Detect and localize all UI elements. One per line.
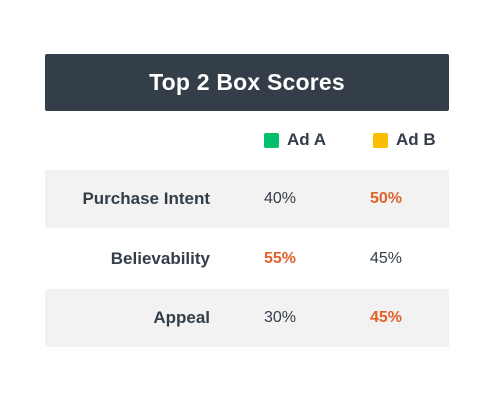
table-row-purchase-intent: Purchase Intent 40% 50% [45,170,449,228]
cell-ad-a: 30% [264,309,297,326]
cell-ad-a: 55% [264,250,297,267]
cell-ad-a: 40% [264,190,297,207]
row-label: Purchase Intent [82,189,210,208]
legend-label-ad-a: Ad A [287,130,327,149]
legend-item-ad-a: Ad A [264,130,327,149]
legend-label-ad-b: Ad B [396,130,436,149]
chart-title: Top 2 Box Scores [149,69,345,95]
cell-ad-b: 50% [370,190,403,207]
cell-ad-b: 45% [370,250,403,267]
legend-item-ad-b: Ad B [373,130,436,149]
chart-title-bar: Top 2 Box Scores [45,54,449,111]
cell-ad-b: 45% [370,309,403,326]
row-label: Appeal [153,308,210,327]
table-row-appeal: Appeal 30% 45% [45,289,449,347]
legend-swatch-ad-b [373,132,388,148]
row-label: Believability [110,249,210,268]
legend-swatch-ad-a [264,132,279,148]
table-row-believability: Believability 55% 45% [45,230,449,288]
